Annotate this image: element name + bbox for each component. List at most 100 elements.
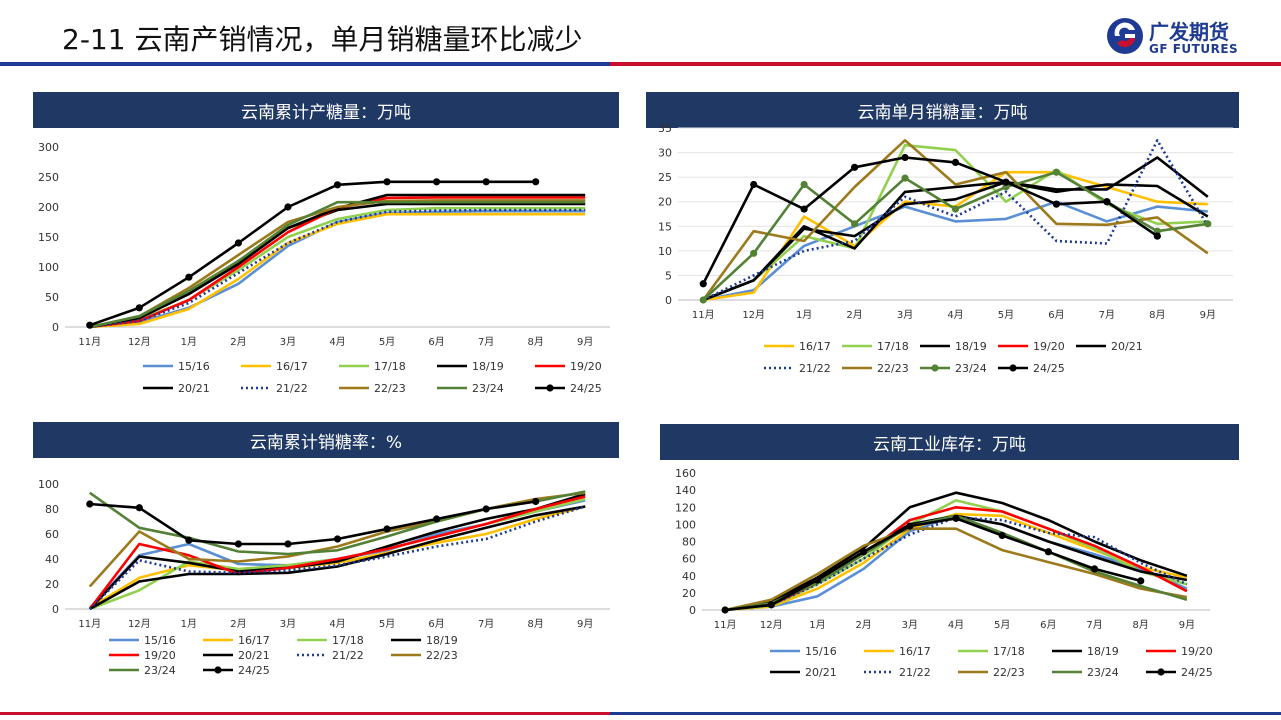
legend-label: 20/21 [1111,340,1143,353]
x-tick-label: 7月 [1099,309,1115,321]
y-tick-label: 40 [682,570,696,583]
x-tick-label: 5月 [379,336,395,348]
legend-label: 21/22 [332,649,364,662]
legend-label: 23/24 [1087,666,1119,679]
x-tick-label: 1月 [796,309,812,321]
legend-marker [546,384,554,392]
gf-logo-icon [1107,18,1143,54]
legend-label: 16/17 [276,360,308,373]
logo-text-en: GF FUTURES [1149,42,1239,56]
data-point [333,535,342,543]
data-point [333,181,342,189]
page-title: 2-11 云南产销情况，单月销糖量环比减少 [62,23,583,56]
chart-panel-industrial-inventory: 云南工业库存：万吨 0 20 40 60 80 100 120 140 160 11月 12月 1月 2… [660,424,1239,710]
x-tick-label: 11月 [78,336,101,348]
data-point [800,180,808,189]
series-line-22-23 [702,139,1209,301]
data-point [1090,565,1099,573]
legend-label: 18/19 [472,360,504,373]
y-tick-label: 60 [45,528,59,541]
legend-label: 15/16 [805,645,837,658]
series-line-15-16 [89,209,586,328]
y-tick-label: 200 [38,201,59,214]
series-line-19-20 [89,196,586,329]
legend-label: 23/24 [955,362,987,375]
series-line-18-19 [724,491,1188,612]
x-tick-label: 12月 [742,309,765,321]
series-line-21-22 [89,208,586,329]
data-point [1204,220,1212,228]
data-point [482,178,490,186]
data-point [906,522,914,530]
x-tick-label: 2月 [230,336,246,348]
legend-label: 21/22 [899,666,931,679]
chart-title: 云南单月销糖量：万吨 [646,92,1239,128]
legend-label: 17/18 [877,340,909,353]
data-point [1052,200,1061,208]
legend-label: 19/20 [1181,645,1213,658]
gf-logo: 广发期货 GF FUTURES [1105,14,1265,60]
x-tick-label: 8月 [1133,619,1149,631]
data-point [998,531,1006,540]
data-point [234,239,243,247]
data-point [284,540,292,548]
y-tick-label: 80 [45,503,59,516]
data-point [1052,168,1061,176]
x-tick-label: 7月 [478,618,494,630]
series-line-18-19 [88,492,586,610]
data-point [532,178,540,186]
data-point [432,515,441,523]
y-tick-label: 140 [675,484,696,497]
data-point [383,525,391,533]
legend-label: 17/18 [993,645,1025,658]
x-tick-label: 7月 [1086,619,1102,631]
data-point [860,548,868,556]
data-point [850,220,859,228]
legend-label: 22/23 [877,362,909,375]
header-rule-red [0,62,1281,66]
x-tick-label: 3月 [280,618,296,630]
x-tick-label: 9月 [577,336,593,348]
data-point [952,514,960,522]
x-tick-label: 5月 [379,618,395,630]
legend-marker [214,666,222,674]
legend-label: 18/19 [1087,645,1119,658]
data-point [432,178,441,186]
x-tick-label: 4月 [329,336,345,348]
data-point [86,500,94,508]
x-tick-label: 5月 [998,309,1014,321]
series-line-24-25 [724,517,1142,612]
x-tick-label: 6月 [428,618,444,630]
y-tick-label: 160 [675,467,696,480]
data-point [482,505,490,513]
data-point [1103,198,1111,206]
series-line-24-25 [702,156,1159,285]
legend-label: 24/25 [1181,666,1213,679]
data-point [383,178,391,186]
chart-panel-monthly-sales: 云南单月销糖量：万吨 0 5 10 15 20 25 30 35 11月 12月 1月 2月 3月 4月 5… [646,92,1239,392]
x-tick-label: 4月 [947,309,963,321]
x-tick-label: 9月 [1200,309,1216,321]
data-point [699,296,707,304]
x-tick-label: 3月 [897,309,913,321]
footer-rule-blue [610,712,1281,715]
chart-panel-cumulative-production: 云南累计产糖量：万吨 0 50 100 150 200 250 300 11月 12月 1月 2月 3… [33,92,619,412]
y-tick-label: 50 [45,291,59,304]
legend-label: 16/17 [899,645,931,658]
y-tick-label: 250 [38,171,59,184]
legend-marker [1157,668,1165,676]
x-tick-label: 5月 [994,619,1010,631]
chart-industrial-inventory: 0 20 40 60 80 100 120 140 160 11月 12月 1月 2月 3月 4月 5月 6月 7… [675,467,1213,679]
x-tick-label: 7月 [478,336,494,348]
data-point [901,174,909,182]
series-line-24-25 [89,500,536,546]
chart-cumulative-production: 0 50 100 150 200 250 300 11月 12月 1月 2月 3月 4月 5月 6月 7月 8月… [38,141,610,395]
x-tick-label: 8月 [527,618,543,630]
series-line-15-16 [702,200,1208,302]
data-point [750,180,758,189]
data-point [800,205,808,213]
data-point [951,158,960,166]
y-tick-label: 20 [682,587,696,600]
data-point [135,504,143,512]
data-point [1044,548,1052,556]
